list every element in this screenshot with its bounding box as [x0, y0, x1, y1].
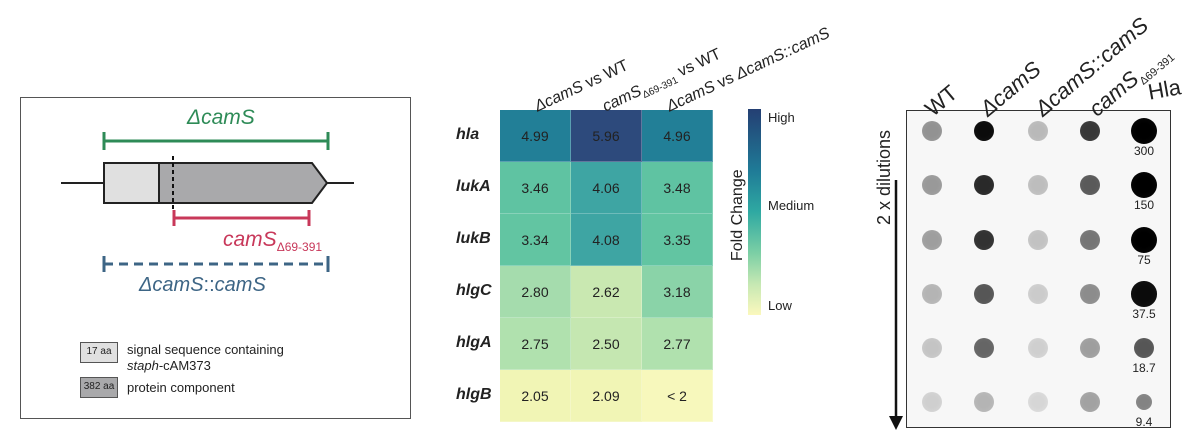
heatmap-row-label: hlgA: [456, 334, 492, 351]
blot-spot: [1131, 118, 1157, 144]
colorbar-medium: Medium: [768, 198, 815, 213]
blot-spot: [1131, 281, 1157, 307]
colorbar-low: Low: [768, 298, 792, 313]
blot-spot: [1080, 121, 1100, 141]
hla-amount-label: 150: [1133, 198, 1155, 212]
legend-text-protein: protein component: [127, 380, 235, 395]
blot-spot: [1080, 338, 1100, 358]
truncation-label: camSΔ69-391: [223, 228, 323, 255]
dilution-label: 2 x dilutions: [874, 129, 894, 225]
heatmap-cell: 3.18: [642, 266, 713, 318]
dot-blot-column-header: Hla: [1146, 74, 1183, 105]
legend-box-signal: 17 aa: [80, 342, 118, 363]
heatmap-cell: 2.09: [571, 370, 642, 422]
blot-spot: [1080, 284, 1100, 304]
dot-blot-headers: [0, 0, 1, 1]
heatmap-cell: 3.46: [500, 162, 571, 214]
blot-spot: [922, 392, 942, 412]
heatmap-cell: 2.05: [500, 370, 571, 422]
blot-spot: [1080, 392, 1100, 412]
blot-spot: [1080, 230, 1100, 250]
blot-spot: [1080, 175, 1100, 195]
heatmap-cell: 2.75: [500, 318, 571, 370]
signal-sequence-segment: [103, 162, 160, 204]
colorbar-high: High: [768, 110, 795, 125]
truncation-bracket: [172, 210, 311, 226]
blot-spot: [1131, 227, 1157, 253]
blot-spot: [974, 392, 994, 412]
complement-bracket: [102, 256, 330, 272]
legend-box-protein: 382 aa: [80, 377, 118, 398]
blot-spot: [922, 230, 942, 250]
delta-camS-label: ΔcamS: [187, 106, 255, 129]
blot-spot: [1028, 338, 1048, 358]
gene-diagram: [61, 132, 354, 272]
heatmap-row-label: hlgB: [456, 386, 492, 403]
heatmap-cell: 3.35: [642, 214, 713, 266]
hla-amount-label: 9.4: [1135, 415, 1153, 429]
heatmap-cell: 2.50: [571, 318, 642, 370]
blot-spot: [1028, 175, 1048, 195]
heatmap-row-label: lukB: [456, 230, 491, 247]
blot-spot: [974, 175, 994, 195]
hla-amount-label: 18.7: [1132, 361, 1156, 375]
blot-spot: [974, 338, 994, 358]
hla-amount-label: 75: [1137, 253, 1151, 267]
legend-text-signal: signal sequence containing staph-cAM373: [127, 342, 284, 373]
heatmap-row-label: hla: [456, 126, 480, 143]
construct-panel: ΔcamS camSΔ69-391 ΔcamS::camS 17 aa sign…: [20, 97, 411, 419]
blot-spot: [922, 338, 942, 358]
heatmap-cell: 3.34: [500, 214, 571, 266]
blot-spot: [1028, 230, 1048, 250]
heatmap-row-label: hlgC: [456, 282, 492, 299]
protein-component-segment: [158, 162, 329, 204]
heatmap-cell: 5.96: [571, 110, 642, 162]
blot-spot: [1028, 392, 1048, 412]
blot-spot: [974, 121, 994, 141]
blot-spot: [1028, 121, 1048, 141]
heatmap-cell: 4.08: [571, 214, 642, 266]
heatmap-cell: 2.62: [571, 266, 642, 318]
heatmap-cell: 2.77: [642, 318, 713, 370]
heatmap-row-label: lukA: [456, 178, 491, 195]
delta-camS-bracket: [102, 132, 330, 150]
blot-spot: [1131, 172, 1157, 198]
blot-spot: [922, 121, 942, 141]
heatmap-cell: 4.96: [642, 110, 713, 162]
blot-spot: [974, 230, 994, 250]
blot-spot: [1028, 284, 1048, 304]
hla-amount-label: 37.5: [1132, 307, 1156, 321]
colorbar-title: Fold Change: [729, 169, 746, 261]
hla-amount-label: 300: [1133, 144, 1155, 158]
complement-label: ΔcamS::camS: [139, 274, 266, 296]
heatmap-cell: < 2: [642, 370, 713, 422]
colorbar: [748, 109, 761, 315]
blot-spot: [1135, 393, 1153, 411]
blot-spot: [1133, 337, 1155, 359]
blot-spot: [974, 284, 994, 304]
heatmap-cell: 4.99: [500, 110, 571, 162]
heatmap-cell: 2.80: [500, 266, 571, 318]
heatmap-cell: 4.06: [571, 162, 642, 214]
blot-spot: [922, 175, 942, 195]
dilution-arrow: [889, 180, 903, 430]
dot-blot-membrane: [906, 110, 1171, 428]
blot-spot: [922, 284, 942, 304]
heatmap-cell: 3.48: [642, 162, 713, 214]
